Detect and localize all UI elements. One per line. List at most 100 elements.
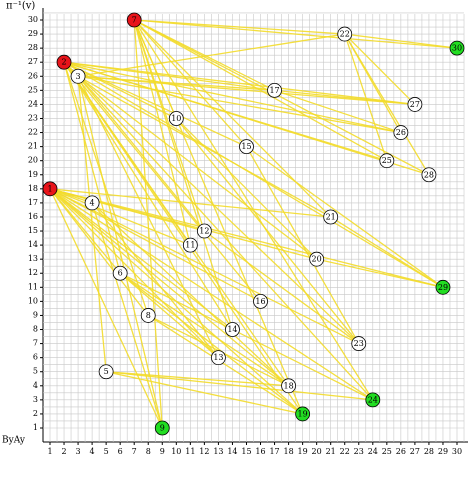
node [379, 153, 395, 169]
node [351, 336, 367, 351]
node [126, 12, 142, 28]
edge [77, 75, 374, 401]
edge [63, 61, 401, 134]
node-label: 7 [132, 16, 137, 25]
node [281, 378, 296, 394]
node-label: 23 [354, 339, 364, 348]
edge [175, 118, 360, 344]
edge [106, 371, 289, 387]
node [182, 237, 198, 253]
x-tick-label: 13 [213, 447, 223, 456]
node [98, 364, 114, 380]
x-tick-label: 17 [269, 447, 279, 456]
nodes: 1234567891011121314151617181920212223242… [42, 12, 465, 436]
edge [106, 371, 373, 401]
edge [344, 33, 430, 176]
node-label: 17 [269, 86, 279, 95]
x-tick-label: 16 [255, 447, 265, 456]
edge [63, 61, 360, 345]
x-tick-label: 27 [410, 447, 420, 456]
edge [49, 188, 444, 288]
node-label: 15 [241, 142, 251, 151]
node [211, 350, 226, 366]
edge [63, 61, 262, 302]
node-label: 10 [171, 114, 181, 123]
edge [344, 33, 458, 49]
x-tick-label: 15 [241, 447, 251, 456]
node-label: 6 [118, 269, 123, 278]
edge [77, 75, 401, 134]
y-tick-label: 16 [28, 212, 38, 221]
node-label: 3 [76, 72, 81, 81]
edge [49, 188, 374, 401]
node [168, 111, 184, 126]
x-tick-label: 11 [185, 447, 195, 456]
edge [274, 89, 415, 106]
edge [49, 188, 290, 387]
x-tick-label: 4 [90, 447, 95, 456]
node-label: 5 [104, 367, 109, 376]
node-label: 28 [424, 170, 434, 179]
x-tick-label: 14 [227, 447, 237, 456]
edge [49, 188, 163, 429]
x-tick-label: 10 [171, 447, 181, 456]
edge [77, 76, 163, 429]
node-label: 26 [396, 128, 406, 137]
edge [330, 216, 444, 288]
edge [106, 371, 303, 415]
y-tick-label: 11 [28, 282, 38, 291]
y-tick-label: 17 [28, 198, 38, 207]
node-label: 24 [368, 395, 378, 404]
edge [63, 61, 430, 176]
node [154, 420, 170, 436]
edge [78, 75, 415, 106]
edge [91, 202, 290, 387]
edge [134, 19, 458, 49]
x-tick-label: 24 [368, 447, 378, 456]
edge [77, 33, 345, 77]
node [253, 293, 268, 309]
y-tick-label: 21 [28, 142, 38, 151]
edge [63, 61, 233, 330]
node-label: 12 [199, 227, 209, 236]
ticks: 1 2 3 4 5 6 7 8 9 10 11 12 13 14 15 16 17 18 19 20 21 22 23 24 2… [28, 15, 462, 456]
y-tick-label: 15 [28, 226, 38, 235]
node [295, 406, 311, 422]
y-tick-label: 12 [28, 268, 38, 277]
edge [344, 33, 416, 105]
edge [133, 19, 304, 415]
y-tick-label: 7 [33, 339, 38, 348]
x-tick-label: 21 [326, 447, 336, 456]
node-label: 22 [340, 30, 350, 39]
node-label: 16 [255, 297, 265, 306]
edge [134, 19, 345, 35]
node-label: 8 [146, 311, 151, 320]
edge [246, 146, 444, 288]
x-tick-label: 22 [340, 447, 350, 456]
edge [91, 202, 219, 359]
edge [133, 19, 234, 330]
edge [63, 61, 290, 387]
node [196, 223, 212, 239]
y-axis-label: π⁻¹(v) [6, 1, 35, 12]
edge [133, 19, 163, 429]
edge [203, 230, 360, 345]
edge [133, 19, 247, 148]
edge [77, 75, 205, 232]
x-tick-label: 30 [452, 447, 462, 456]
edge [91, 202, 163, 429]
edge [49, 188, 191, 246]
node-label: 30 [452, 44, 462, 53]
node [365, 392, 381, 408]
y-tick-label: 9 [33, 310, 38, 319]
y-tick-label: 10 [28, 296, 38, 305]
node [225, 322, 240, 337]
y-tick-label: 4 [33, 381, 38, 390]
edge [119, 272, 374, 401]
node-label: 19 [298, 409, 308, 418]
node-label: 29 [438, 283, 448, 292]
x-tick-label: 26 [396, 447, 406, 456]
x-tick-label: 12 [199, 447, 209, 456]
y-tick-label: 27 [28, 57, 38, 66]
